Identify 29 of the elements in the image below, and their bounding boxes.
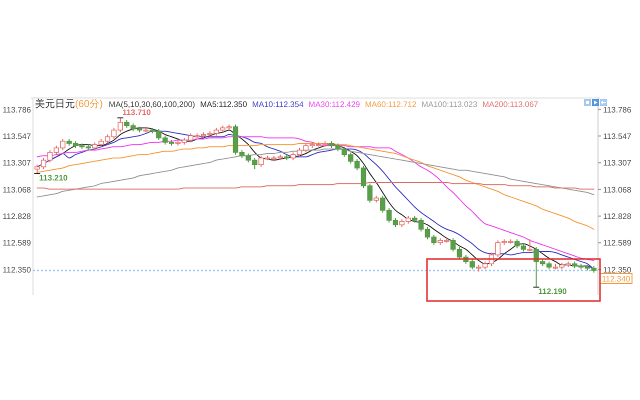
y-tick-label: 113.068 — [603, 185, 632, 194]
y2-tick-label: 112.828 — [2, 212, 32, 222]
y-tick-label: 113.547 — [603, 132, 632, 141]
y2-tick-label: 112.589 — [2, 238, 32, 248]
annotation: 113.210 — [39, 174, 68, 183]
y-tick-label: 112.350 — [603, 265, 632, 274]
y2-tick-label: 113.307 — [2, 158, 32, 168]
chart-subtitle: (60分) — [75, 98, 103, 110]
ref-line-label: 112.340 — [602, 274, 631, 284]
text: MA200:113.067 — [482, 100, 539, 109]
line-series — [36, 142, 594, 230]
y-tick-label: 112.589 — [603, 238, 632, 248]
y2-tick-label: 112.350 — [2, 265, 32, 274]
annotation: 113.710 — [122, 108, 152, 117]
y-tick-label: 113.786 — [603, 105, 632, 114]
candlestick — [527, 238, 532, 252]
annotation: 112.190 — [538, 287, 568, 296]
text: MA5:112.350 — [200, 100, 248, 109]
y-tick-label: 113.307 — [603, 158, 632, 168]
y-tick-label: 112.828 — [603, 212, 632, 222]
legend-title: MA(5,10,30,60,100,200) — [108, 100, 196, 109]
text: MA10:112.354 — [252, 100, 304, 109]
y2-tick-label: 113.786 — [2, 105, 32, 114]
text: MA100:113.023 — [421, 100, 478, 109]
text: MA60:112.712 — [364, 100, 417, 109]
text: MA30:112.429 — [308, 100, 361, 109]
y2-tick-label: 113.068 — [2, 185, 32, 194]
chart-title: 美元日元 — [35, 98, 75, 110]
y2-tick-label: 113.547 — [2, 132, 32, 141]
